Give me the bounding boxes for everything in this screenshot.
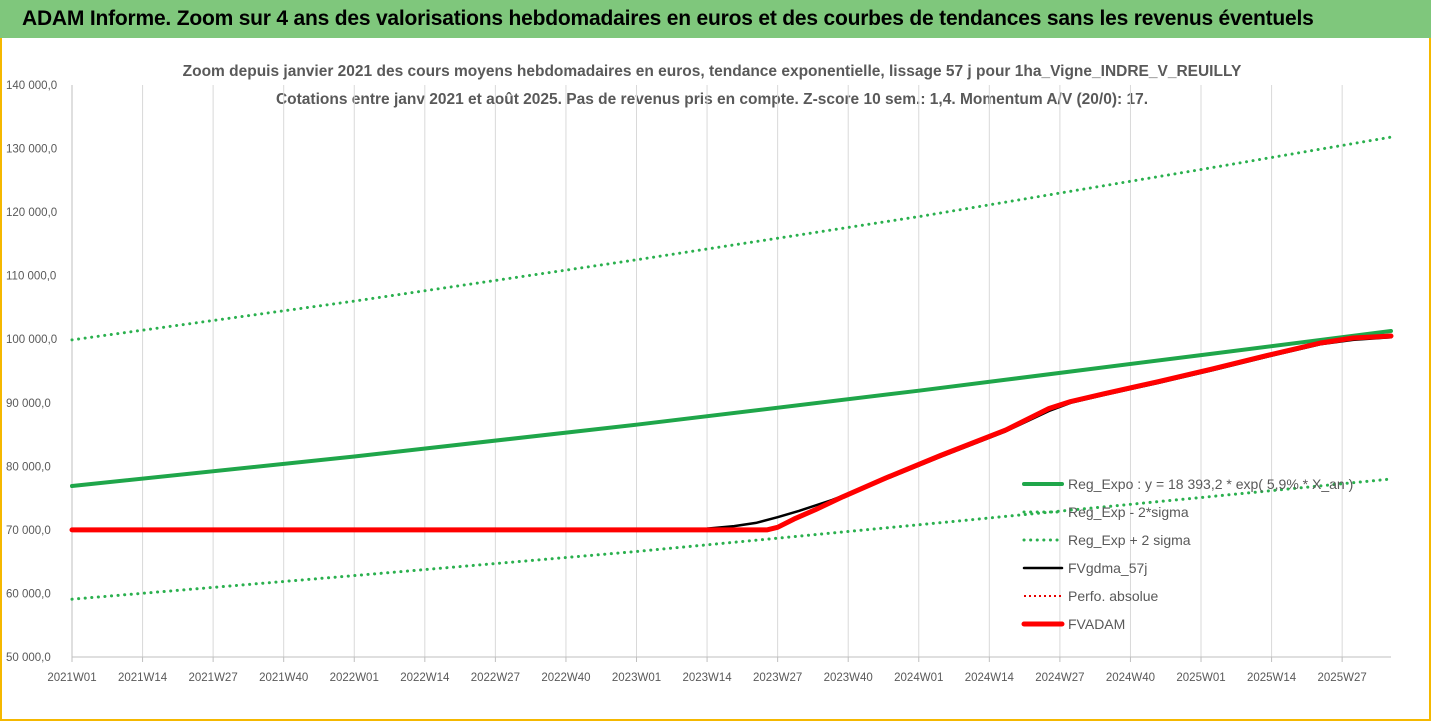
x-tick-label: 2021W14	[118, 672, 168, 684]
y-tick-label: 130 000,0	[6, 144, 57, 156]
chart-frame	[0, 38, 1431, 721]
legend-label: Perfo. absolue	[1068, 588, 1158, 604]
x-tick-label: 2022W14	[400, 672, 450, 684]
x-tick-label: 2022W27	[471, 672, 520, 684]
gridlines	[71, 85, 1343, 657]
y-tick-label: 100 000,0	[6, 334, 57, 346]
x-tick-label: 2023W40	[824, 672, 873, 684]
x-tick-label: 2025W01	[1176, 672, 1225, 684]
y-tick-label: 80 000,0	[6, 461, 51, 473]
x-tick-label: 2021W01	[47, 672, 96, 684]
x-tick-label: 2023W01	[612, 672, 661, 684]
x-tick-label: 2021W40	[259, 672, 308, 684]
x-tick-label: 2024W14	[965, 672, 1015, 684]
axes: 2021W01 2021W14 2021W27 2021W40 2022W01 2022W…	[6, 80, 1391, 684]
series-fvadam	[69, 333, 1394, 533]
legend-label: FVgdma_57j	[1068, 560, 1147, 576]
x-tick-label: 2024W40	[1106, 672, 1155, 684]
x-tick-label: 2024W27	[1035, 672, 1084, 684]
legend-label: FVADAM	[1068, 616, 1125, 632]
x-tick-label: 2022W40	[541, 672, 590, 684]
y-tick-label: 110 000,0	[6, 271, 56, 283]
series-fvgdma-57j	[70, 336, 1393, 532]
legend-label: Reg_Exp + 2 sigma	[1068, 532, 1191, 548]
x-tick-label: 2025W27	[1318, 672, 1367, 684]
x-tick-label: 2023W27	[753, 672, 802, 684]
legend: Reg_Expo : y = 18 393,2 * exp( 5,9% * X_…	[1021, 476, 1353, 632]
report-banner: ADAM Informe. Zoom sur 4 ans des valoris…	[0, 0, 1431, 38]
banner-title: ADAM Informe. Zoom sur 4 ans des valoris…	[22, 7, 1314, 30]
y-tick-label: 140 000,0	[6, 80, 57, 92]
series-reg-expo-y-18-393-2-exp-5-9-x-an	[70, 329, 1393, 488]
legend-label: Reg_Exp - 2*sigma	[1068, 504, 1189, 520]
series-reg-exp-2-sigma	[70, 135, 1393, 342]
series-reg-exp-2-sigma	[70, 477, 1393, 601]
y-tick-label: 120 000,0	[6, 207, 57, 219]
y-tick-label: 50 000,0	[6, 652, 51, 664]
chart-title: Zoom depuis janvier 2021 des cours moyen…	[183, 63, 1242, 80]
x-tick-label: 2025W14	[1247, 672, 1297, 684]
x-tick-label: 2024W01	[894, 672, 943, 684]
legend-label: Reg_Expo : y = 18 393,2 * exp( 5,9% * X_…	[1068, 476, 1353, 492]
x-tick-label: 2021W27	[189, 672, 238, 684]
y-tick-label: 70 000,0	[6, 525, 51, 537]
x-tick-label: 2022W01	[330, 672, 379, 684]
y-tick-label: 90 000,0	[6, 398, 51, 410]
chart-subtitle: Cotations entre janv 2021 et août 2025. …	[276, 91, 1148, 108]
x-tick-label: 2023W14	[682, 672, 732, 684]
y-tick-label: 60 000,0	[6, 588, 51, 600]
series-lines	[69, 135, 1394, 601]
